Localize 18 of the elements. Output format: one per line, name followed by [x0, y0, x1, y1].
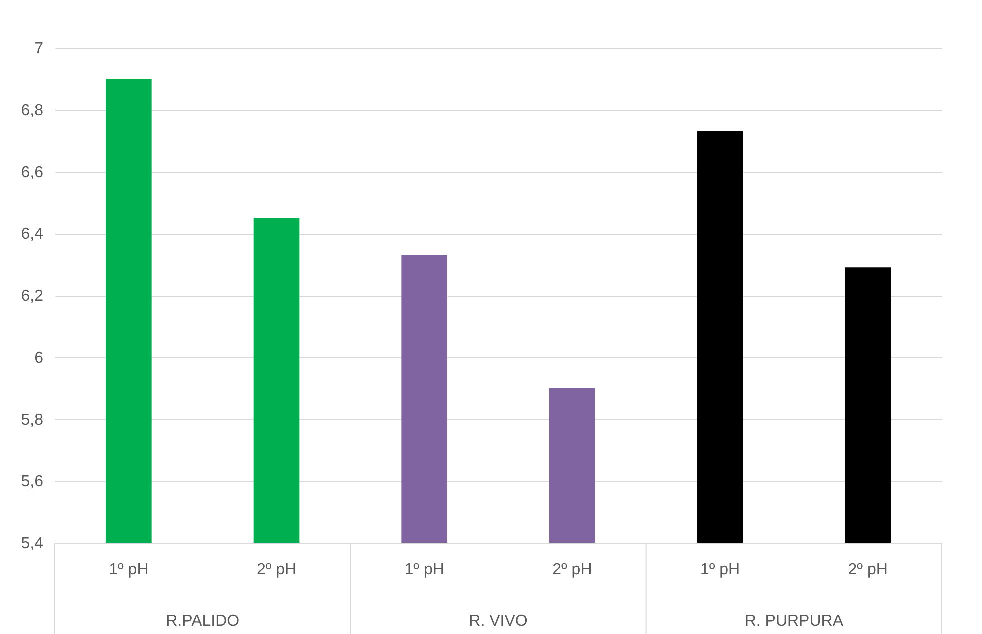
- text: R. PURPURA: [744, 613, 844, 630]
- y-tick-label: 6,6: [21, 164, 44, 182]
- x-tick-label: 1º pH: [109, 562, 149, 578]
- y-tick-label: 5,6: [21, 474, 44, 491]
- y-tick-label: 6,4: [21, 226, 44, 244]
- y-tick-label: 6,8: [21, 102, 44, 120]
- x-tick-label: 2º pH: [256, 562, 297, 578]
- x-tick-label: 2º pH: [552, 562, 592, 578]
- y-tick-label: 5,8: [21, 412, 44, 429]
- x-tick-label: 1º pH: [700, 562, 740, 578]
- x-tick-label: 2º pH: [848, 562, 888, 578]
- y-tick-label: 5,4: [21, 536, 44, 552]
- y-tick-label: 6,2: [21, 288, 44, 305]
- text: R.PALIDO: [166, 613, 240, 630]
- text: R. VIVO: [469, 613, 528, 630]
- y-tick-label: 7: [34, 40, 44, 58]
- x-tick-label: 1º pH: [404, 562, 444, 578]
- y-tick-label: 6: [34, 350, 44, 367]
